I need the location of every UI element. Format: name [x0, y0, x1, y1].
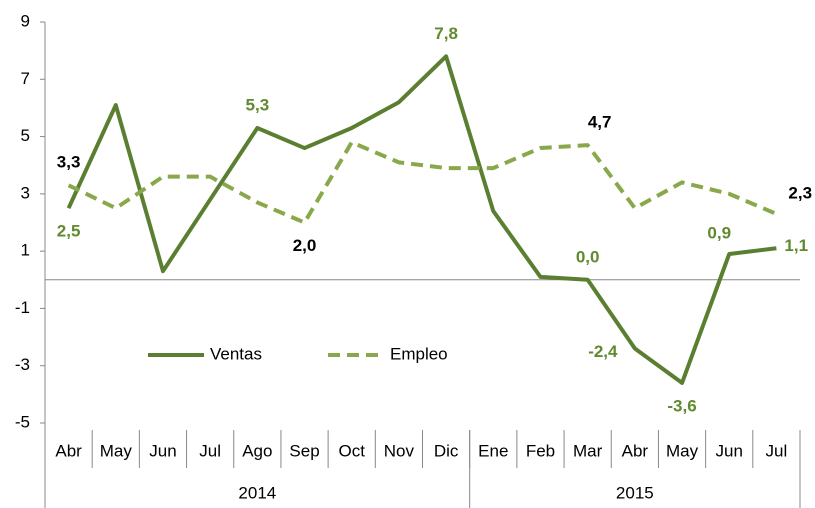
x-tick-label: Ago [242, 441, 272, 460]
data-label: -3,6 [667, 396, 696, 415]
y-tick-label: -5 [15, 412, 30, 431]
y-tick-label: 1 [21, 241, 30, 260]
x-tick-label: Abr [55, 441, 82, 460]
legend-label: Ventas [210, 344, 262, 363]
data-label: -2,4 [588, 342, 618, 361]
y-tick-label: -1 [15, 298, 30, 317]
x-tick-label: Abr [622, 441, 649, 460]
x-tick-label: Ene [478, 441, 508, 460]
x-tick-label: Jun [149, 441, 176, 460]
data-label: 2,0 [293, 236, 317, 255]
data-label: 2,5 [57, 222, 81, 241]
line-series [66, 54, 777, 385]
data-label: 4,7 [588, 113, 612, 132]
y-tick-label: 5 [21, 126, 30, 145]
x-tick-label: Mar [573, 441, 603, 460]
y-tick-label: 3 [21, 183, 30, 202]
y-tick-label: -3 [15, 355, 30, 374]
data-label: 2,3 [788, 183, 812, 202]
x-group-label: 2014 [238, 483, 276, 502]
x-group-label: 2015 [616, 483, 654, 502]
x-tick-label: Feb [526, 441, 555, 460]
x-tick-label: May [100, 441, 133, 460]
x-tick-label: Sep [289, 441, 319, 460]
legend-label: Empleo [390, 344, 448, 363]
data-label: 0,0 [576, 247, 600, 266]
x-tick-label: Dic [434, 441, 459, 460]
line-series [67, 140, 778, 225]
x-tick-label: Jul [199, 441, 221, 460]
y-tick-label: 9 [21, 11, 30, 30]
data-label: 3,3 [57, 153, 81, 172]
x-tick-label: Jul [766, 441, 788, 460]
data-label: 0,9 [707, 223, 731, 242]
y-tick-label: 7 [21, 69, 30, 88]
data-label: 7,8 [434, 24, 458, 43]
x-tick-label: Oct [338, 441, 365, 460]
x-tick-label: Nov [384, 441, 415, 460]
x-tick-label: Jun [716, 441, 743, 460]
data-label: 1,1 [784, 236, 808, 255]
data-label: 5,3 [246, 95, 270, 114]
x-tick-label: May [666, 441, 699, 460]
